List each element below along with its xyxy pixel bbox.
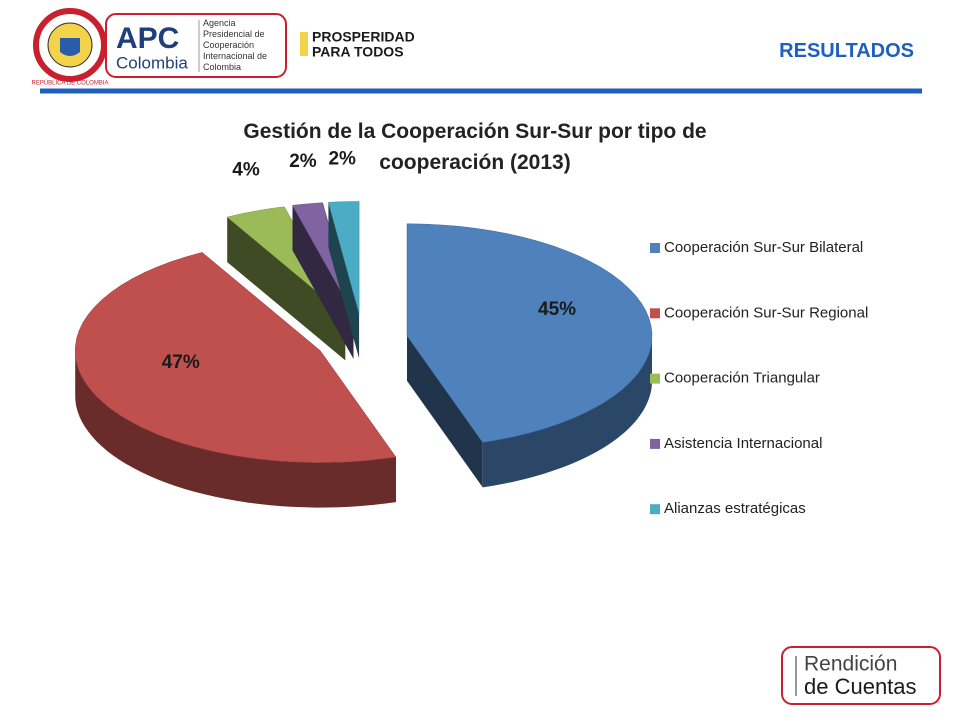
apc-country: Colombia: [116, 53, 188, 72]
legend: Cooperación Sur-Sur Bilateral Cooperación…: [650, 239, 868, 517]
slice-top: [75, 252, 397, 463]
slice-top: [406, 223, 653, 443]
agency-text: Agencia Presidencial de Cooperación Inte…: [203, 18, 268, 72]
slice-wall: [328, 202, 360, 359]
legend-swatch: [650, 243, 660, 253]
slice-wall: [227, 217, 346, 361]
apc-text: APC: [116, 22, 179, 55]
data-label: 45%: [538, 299, 576, 320]
slice-side: [75, 350, 396, 508]
slice: [406, 223, 653, 488]
section-title: RESULTADOS: [779, 40, 914, 62]
logo-apc: [105, 13, 287, 78]
slice-wall: [407, 335, 483, 488]
agency-box: Agencia Presidencial de Cooperación Inte…: [203, 18, 268, 72]
legend-swatch: [650, 438, 660, 449]
legend-label: Cooperación Triangular: [664, 370, 820, 387]
footer-logo: [781, 646, 941, 705]
slice: [75, 252, 397, 508]
footer-text: Rendición: [804, 653, 897, 676]
data-label: 2%: [289, 151, 317, 172]
slice-wall: [292, 205, 354, 359]
legend-label: Alianzas estratégicas: [664, 500, 806, 517]
data-label: 4%: [232, 159, 260, 180]
legend-swatch: [650, 308, 660, 319]
logo-seal: REPÚBLICA DE COLOMBIA: [31, 8, 109, 87]
slogan: PARA TODOS: [312, 44, 404, 60]
legend-swatch: [650, 373, 660, 384]
data-label: 2%: [328, 148, 356, 169]
slice-top: [328, 201, 360, 314]
legend-label: Cooperación Sur-Sur Bilateral: [664, 239, 863, 256]
data-label: 47%: [162, 352, 200, 373]
chart-title: Gestión de la Cooperación Sur-Sur por ti…: [243, 120, 707, 174]
slice: [328, 201, 360, 359]
legend-label: Asistencia Internacional: [664, 435, 822, 452]
pie: 45% 47% 4% 2% 2%: [75, 148, 653, 508]
flag-mark: [300, 32, 308, 56]
slice-side: [482, 335, 652, 488]
footer-text: de Cuentas: [804, 674, 917, 699]
seal-text: REPÚBLICA DE COLOMBIA: [31, 80, 108, 87]
slice-top: [292, 202, 354, 315]
slogan: PROSPERIDAD: [312, 29, 415, 45]
legend-label: Cooperación Sur-Sur Regional: [664, 304, 868, 321]
legend-swatch: [650, 504, 660, 515]
